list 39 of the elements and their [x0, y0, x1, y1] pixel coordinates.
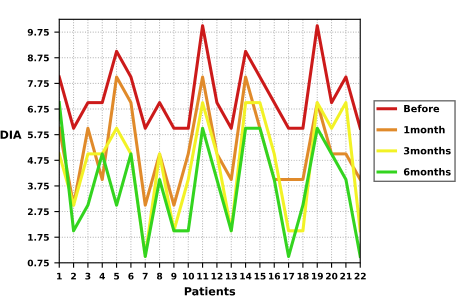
x-tick-label: 20 [326, 272, 338, 280]
y-tick-label: 1.75 [28, 234, 49, 241]
x-tick-label: 6 [128, 272, 134, 280]
y-tick-label: 2.75 [28, 208, 49, 216]
x-tick-label: 4 [100, 272, 105, 280]
x-tick-label: 22 [354, 272, 366, 280]
y-tick-label: 6.75 [28, 106, 49, 113]
x-tick-label: 15 [254, 272, 266, 280]
x-tick-label: 18 [298, 272, 309, 280]
line-series [59, 24, 360, 130]
x-tick-label: 11 [197, 272, 208, 280]
y-axis-title: DIA [0, 130, 22, 139]
x-axis-title: Patients [184, 286, 236, 296]
y-tick-label: 5.75 [28, 132, 49, 138]
y-tick-label: 8.75 [28, 54, 49, 62]
x-tick-label: 10 [182, 272, 194, 280]
x-tick-label: 14 [240, 272, 252, 280]
x-tick-label: 19 [312, 272, 323, 280]
legend-label: 3months [404, 146, 451, 154]
y-tick-label: 4.75 [28, 157, 49, 164]
x-tick-label: 12 [212, 272, 222, 280]
legend-label: Before [404, 104, 440, 112]
y-tick-label: 9.75 [28, 28, 49, 36]
x-tick-label: 2 [71, 272, 76, 280]
legend-label: 6months [404, 168, 451, 176]
x-tick-label: 3 [85, 272, 90, 280]
y-tick-label: 3.75 [28, 182, 49, 190]
x-tick-label: 13 [226, 272, 237, 280]
y-tick-label: 7.75 [28, 80, 49, 87]
x-tick-label: 9 [171, 272, 176, 280]
x-tick-label: 17 [283, 272, 294, 280]
x-tick-label: 8 [156, 272, 162, 280]
legend-label: 1month [404, 126, 445, 134]
x-tick-label: 21 [340, 272, 352, 280]
x-tick-label: 1 [57, 272, 62, 280]
x-tick-label: 7 [142, 272, 148, 280]
x-tick-label: 16 [268, 272, 280, 280]
y-tick-label: 0.75 [28, 260, 49, 266]
x-tick-label: 5 [114, 272, 120, 280]
